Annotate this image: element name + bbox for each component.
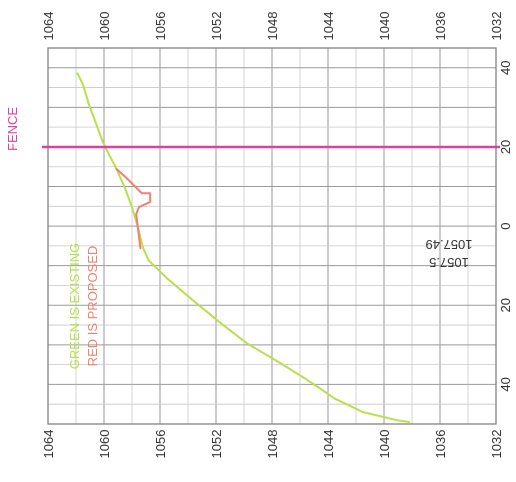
elevation-readout-1057-5: 1057.5: [429, 255, 469, 270]
elevation-tick-label-bottom: 1052: [209, 430, 224, 459]
elevation-tick-label-top: 1032: [489, 12, 504, 41]
elevation-tick-label-bottom: 1040: [377, 430, 392, 459]
annotation-layer: FENCE GREEN IS EXISTING RED IS PROPOSED …: [5, 107, 473, 370]
station-tick-label: 40: [498, 61, 513, 75]
legend-proposed-label: RED IS PROPOSED: [85, 246, 100, 367]
grid-layer: [47, 47, 497, 425]
rotated-plot-area: [42, 47, 500, 425]
elevation-tick-label-top: 1040: [377, 12, 392, 41]
elevation-tick-label-bottom: 1060: [97, 430, 112, 459]
elevation-tick-label-bottom: 1048: [265, 430, 280, 459]
elevation-tick-label-bottom: 1056: [153, 430, 168, 459]
bottom-tick-labels: 1064 1060 1056 1052 1048 1044 1040 1036 1032: [41, 430, 504, 459]
elevation-tick-label-bottom: 1044: [321, 430, 336, 459]
elevation-tick-label-top: 1036: [433, 12, 448, 41]
elevation-tick-label-bottom: 1064: [41, 430, 56, 459]
proposed-grade-line: [115, 168, 152, 250]
fence-label: FENCE: [5, 107, 20, 151]
elevation-tick-label-top: 1052: [209, 12, 224, 41]
elevation-tick-label-top: 1044: [321, 12, 336, 41]
elevation-readout-1057-49: 1057.49: [426, 237, 473, 252]
elevation-tick-label-top: 1064: [41, 12, 56, 41]
top-tick-labels: 1064 1060 1056 1052 1048 1044 1040 1036 1032: [41, 12, 504, 41]
elevation-tick-label-top: 1056: [153, 12, 168, 41]
legend-existing-label: GREEN IS EXISTING: [67, 243, 82, 369]
station-tick-label: 0: [498, 222, 513, 229]
station-tick-label: 40: [498, 377, 513, 391]
right-tick-labels: 40 20 0 20 40: [498, 61, 513, 392]
elevation-tick-label-bottom: 1032: [489, 430, 504, 459]
plot-frame: [47, 47, 497, 425]
elevation-tick-label-top: 1060: [97, 12, 112, 41]
station-tick-label: 20: [498, 298, 513, 312]
series-layer: [76, 72, 411, 424]
existing-grade-line: [76, 72, 411, 424]
elevation-tick-label-top: 1048: [265, 12, 280, 41]
elevation-tick-label-bottom: 1036: [433, 430, 448, 459]
station-tick-label: 20: [498, 140, 513, 154]
frame-layer: [47, 47, 497, 425]
